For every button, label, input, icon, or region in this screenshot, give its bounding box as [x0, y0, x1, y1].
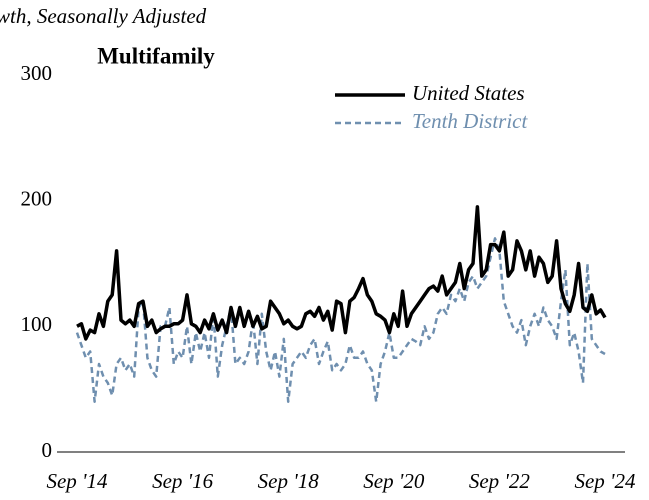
- y-tick-label: 200: [21, 186, 53, 210]
- x-tick-label: Sep '20: [363, 469, 425, 493]
- y-tick-label: 100: [21, 312, 53, 336]
- chart-title: Multifamily: [97, 43, 215, 68]
- x-tick-label: Sep '16: [152, 469, 214, 493]
- y-tick-label: 300: [21, 61, 53, 85]
- y-tick-label: 0: [42, 438, 53, 462]
- x-tick-label: Sep '14: [46, 469, 108, 493]
- x-tick-label: Sep '22: [469, 469, 531, 493]
- x-tick-label: Sep '18: [258, 469, 320, 493]
- legend-label: United States: [412, 81, 525, 105]
- line-series: [76, 205, 607, 341]
- chart-subtitle: wth, Seasonally Adjusted: [0, 4, 207, 28]
- x-tick-label: Sep '24: [574, 469, 636, 493]
- legend-label: Tenth District: [412, 109, 528, 133]
